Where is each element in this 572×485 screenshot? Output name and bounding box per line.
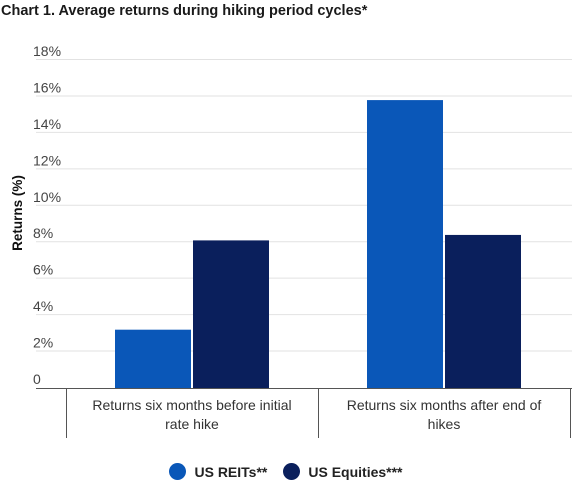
- chart-title: Chart 1. Average returns during hiking p…: [1, 3, 368, 19]
- y-tick-label: 10%: [33, 189, 61, 205]
- legend-item-reits: US REITs**: [169, 463, 267, 480]
- bar-equities-0: [193, 240, 269, 388]
- x-axis: Returns six months before initial rate hi…: [36, 388, 572, 438]
- legend-label-equities: US Equities***: [308, 463, 403, 480]
- y-tick-label: 12%: [33, 152, 61, 168]
- legend-item-equities: US Equities***: [283, 463, 403, 480]
- y-tick-label: 6%: [33, 262, 53, 278]
- bar-reits-1: [367, 100, 443, 388]
- bars: [115, 100, 521, 388]
- legend-swatch-reits: [169, 463, 187, 480]
- bar-reits-0: [115, 329, 191, 388]
- y-tick-label: 18%: [33, 43, 61, 59]
- y-tick-label: 2%: [33, 335, 53, 351]
- legend-swatch-equities: [283, 463, 301, 480]
- y-axis-label: Returns (%): [10, 175, 25, 251]
- bar-equities-1: [445, 234, 521, 388]
- legend: US REITs** US Equities***: [0, 463, 572, 480]
- x-category-label: Returns six months before initial rate hi…: [92, 397, 291, 432]
- y-tick-label: 0: [33, 371, 41, 387]
- legend-label-reits: US REITs**: [194, 463, 268, 480]
- y-tick-label: 4%: [33, 298, 53, 314]
- y-axis-ticks: 0 2% 4% 6% 8% 10% 12% 14% 16% 18%: [33, 43, 61, 387]
- y-tick-label: 8%: [33, 225, 53, 241]
- y-tick-label: 14%: [33, 116, 61, 132]
- y-tick-label: 16%: [33, 79, 61, 95]
- x-category-label: Returns six months after end of hikes: [347, 397, 542, 432]
- bar-chart: 0 2% 4% 6% 8% 10% 12% 14% 16% 18% Returns six mon…: [10, 43, 572, 438]
